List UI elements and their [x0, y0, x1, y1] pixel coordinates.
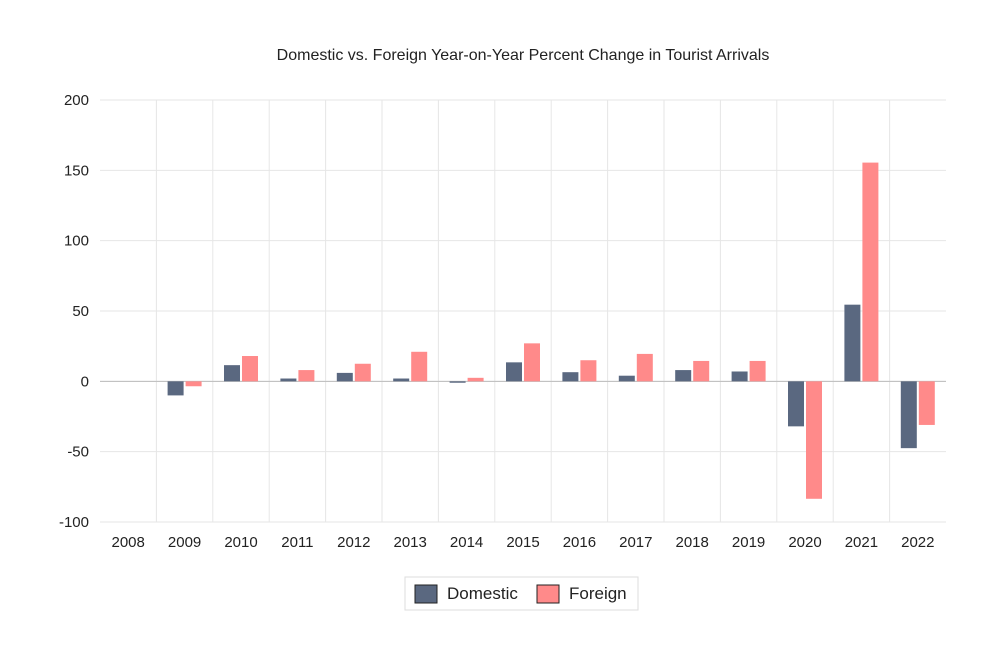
y-tick-label: 100	[64, 233, 89, 250]
bar-domestic-2020	[788, 381, 804, 427]
bar-domestic-2018	[675, 370, 692, 382]
bar-domestic-2013	[393, 378, 410, 382]
legend-swatch-domestic	[414, 584, 438, 604]
x-axis-ticks: 2008 2009 2010 2011 2012 2013 2014 2015 2016 2017…	[112, 534, 935, 551]
bar-foreign-2014	[467, 377, 484, 382]
bar-domestic-2010	[224, 365, 240, 382]
x-tick-label: 2011	[281, 534, 313, 551]
x-tick-label: 2022	[901, 534, 934, 551]
y-tick-label: 150	[64, 162, 89, 179]
y-tick-label: 200	[64, 92, 89, 109]
bar-foreign-2018	[693, 360, 710, 382]
chart-title: Domestic vs. Foreign Year-on-Year Percen…	[277, 47, 770, 64]
bar-foreign-2021	[862, 162, 879, 382]
bar-domestic-2017	[618, 375, 635, 382]
bar-domestic-2015	[506, 362, 522, 382]
legend-box	[404, 576, 639, 611]
bar-foreign-2012	[354, 363, 371, 382]
bar-foreign-2017	[636, 353, 653, 382]
x-tick-label: 2017	[619, 534, 652, 551]
x-tick-label: 2018	[676, 534, 709, 551]
x-tick-label: 2013	[394, 534, 427, 551]
x-tick-label: 2008	[112, 534, 145, 551]
bar-domestic-2021	[844, 304, 861, 382]
bar-foreign-2022	[918, 381, 935, 425]
bar-foreign-2011	[298, 370, 315, 382]
y-tick-label: 50	[72, 303, 89, 320]
bar-domestic-2009	[167, 381, 184, 396]
bar-domestic-2012	[336, 372, 353, 382]
bar-foreign-2020	[806, 381, 822, 499]
x-tick-label: 2012	[337, 534, 370, 551]
y-axis-ticks: 200 150 100 50 0 -50 -100	[59, 92, 89, 531]
legend-swatch-foreign	[536, 584, 560, 604]
bar-domestic-2014	[449, 381, 466, 383]
x-tick-label: 2019	[732, 534, 765, 551]
bar-foreign-2009	[185, 381, 202, 387]
bar-foreign-2013	[411, 351, 428, 382]
bar-domestic-2016	[562, 372, 579, 382]
x-tick-label: 2016	[563, 534, 596, 551]
bar-domestic-2019	[731, 371, 748, 382]
y-tick-label: -50	[67, 444, 89, 461]
x-tick-label: 2009	[168, 534, 201, 551]
x-tick-label: 2020	[788, 534, 821, 551]
x-tick-label: 2021	[845, 534, 878, 551]
legend-label-domestic: Domestic	[447, 584, 518, 603]
legend: Domestic Foreign	[404, 576, 639, 611]
bar-foreign-2015	[524, 343, 540, 382]
bar-domestic-2011	[280, 378, 297, 382]
y-tick-label: -100	[59, 514, 89, 531]
legend-label-foreign: Foreign	[569, 584, 627, 603]
bar-foreign-2019	[749, 360, 766, 382]
x-tick-label: 2010	[224, 534, 257, 551]
bar-foreign-2016	[580, 360, 597, 382]
x-tick-label: 2014	[450, 534, 483, 551]
y-tick-label: 0	[81, 373, 89, 390]
x-tick-label: 2015	[506, 534, 539, 551]
bar-domestic-2022	[900, 381, 917, 449]
bar-foreign-2010	[242, 356, 258, 382]
bars	[167, 162, 935, 499]
